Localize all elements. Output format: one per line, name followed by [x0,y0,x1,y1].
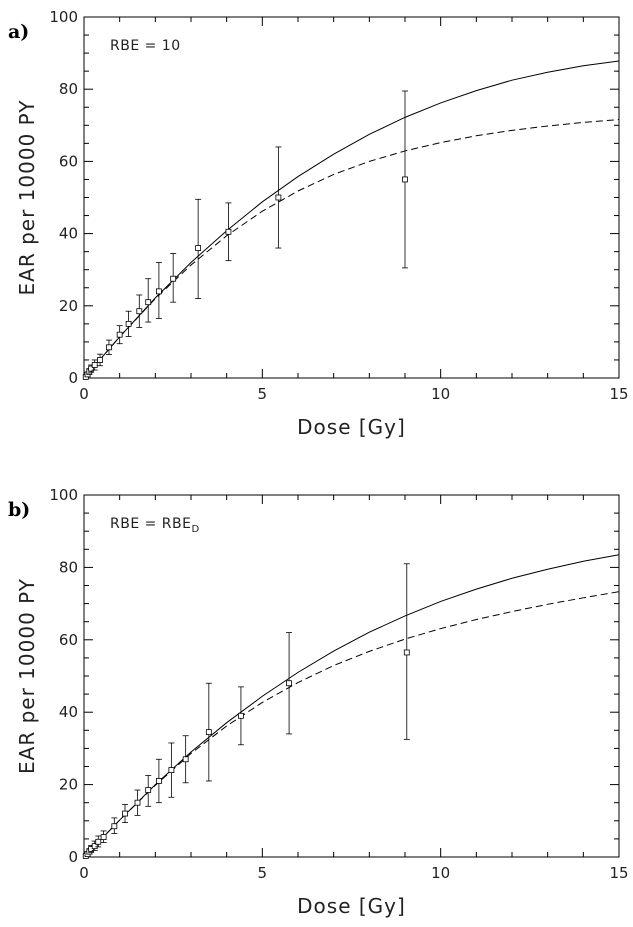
chart-b-x-tick-label: 0 [79,864,89,882]
chart-b-data-point [111,823,118,830]
chart-a-data-point [125,320,132,327]
chart-a-y-tick-label: 80 [59,80,78,98]
chart-b-x-tick-label: 10 [431,864,450,882]
chart-a-y-tick-label: 60 [59,152,78,170]
chart-a-x-tick-label: 0 [79,385,89,403]
chart-b-x-tick-label: 5 [258,864,268,882]
chart-a-annotation-main: RBE = 10 [110,38,181,54]
chart-b-y-tick-label: 60 [59,631,78,649]
chart-a-data-point [106,344,112,351]
chart-a-data-point [402,176,408,183]
chart-b-plot-frame [83,494,620,858]
chart-b-y-tick-label: 20 [59,776,78,794]
chart-b-data-point [182,756,189,763]
chart-b-data-point [100,834,107,840]
chart-b-data-point [155,778,162,784]
chart-a-panel: a) 0 5 10 15 0 20 40 60 80 100 Dose [Gy] EAR per 100… [8,8,629,439]
chart-b-y-tick-label: 100 [49,486,78,504]
chart-b-x-axis-title: Dose [Gy] [297,894,406,918]
chart-b-y-tick-label: 40 [59,703,78,721]
chart-b-curve-dashed [83,591,620,858]
chart-a-data-point [136,308,143,315]
chart-b-data-point [168,767,175,774]
chart-a-y-tick-label: 40 [59,225,78,243]
chart-a-curve-solid [83,60,620,379]
chart-a-data-point [275,194,282,201]
chart-b-annotation-subscript: D [192,524,200,535]
chart-a-y-tick-label: 0 [68,369,78,387]
chart-b-y-tick-label: 80 [59,558,78,576]
chart-a-data-point [145,299,152,306]
chart-a-x-tick-label: 10 [431,385,450,403]
chart-a-y-tick-label: 20 [59,297,78,315]
chart-b-panel-label: b) [8,499,30,521]
chart-b-data-point [122,810,128,817]
chart-b-data-point [145,787,152,793]
chart-b-data-point [238,712,244,719]
chart-a-data-point [91,362,98,368]
chart-a-data-point [97,357,103,363]
chart-b-data-point [205,729,212,736]
chart-b-data-point [286,680,292,687]
chart-b-y-tick-label: 0 [68,848,78,866]
chart-a-x-tick-label: 15 [609,385,628,403]
chart-b-annotation-main: RBE = RBE [110,516,192,532]
chart-a-data-point [170,275,177,282]
chart-b-data-point [134,799,141,806]
chart-a-curve-dashed [83,119,620,379]
chart-a-data-point [195,245,202,251]
chart-a-x-tick-label: 5 [258,385,268,403]
chart-a-data-point [225,228,232,235]
chart-a-data-point [116,331,123,338]
chart-a-data-point [155,288,162,295]
chart-b-y-axis-title: EAR per 10000 PY [15,578,39,774]
chart-a-plot-frame [83,16,620,379]
chart-a-annotation: RBE = 10 [110,38,181,54]
chart-b-data-point [91,843,98,850]
chart-b-annotation: RBE = RBED [110,516,200,535]
chart-b-data-point [95,838,102,845]
chart-a-y-axis-title: EAR per 10000 PY [15,100,39,296]
chart-b-data-point [403,649,410,656]
chart-a-panel-label: a) [8,21,29,43]
chart-b-panel: b) 0 5 10 15 0 20 40 60 80 100 Dose [Gy] EAR per 100… [8,486,629,918]
chart-a-data-point [88,365,95,372]
chart-a-x-axis-title: Dose [Gy] [297,415,406,439]
chart-a-y-tick-label: 100 [49,8,78,26]
chart-b-curve-solid [83,554,620,858]
chart-b-x-tick-label: 15 [609,864,628,882]
